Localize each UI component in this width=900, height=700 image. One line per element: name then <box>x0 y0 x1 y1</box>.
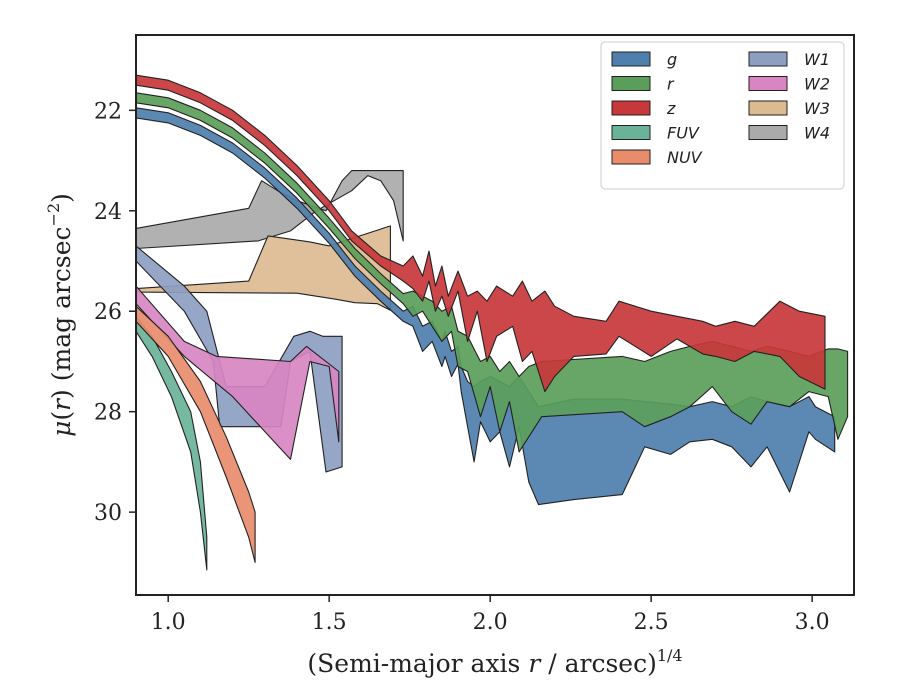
y-axis-label: μ(r) (mag arcsec−2) <box>44 193 76 437</box>
legend-swatch-w2 <box>748 76 788 91</box>
legend-label-w1: W1 <box>804 50 830 69</box>
x-tick-label: 1.5 <box>312 610 347 635</box>
legend-swatch-z <box>611 100 651 116</box>
legend-swatch-fuv <box>611 125 651 140</box>
y-tick-label: 26 <box>94 300 122 325</box>
plot-frame <box>135 34 855 596</box>
x-tick-label: 2.5 <box>634 610 669 635</box>
legend-swatch-w3 <box>748 100 788 116</box>
series-band-r <box>136 92 849 453</box>
x-axis: 1.0 1.5 2.0 2.5 3.0 <box>151 595 830 635</box>
legend-label-w2: W2 <box>804 75 830 94</box>
y-tick-label: 24 <box>94 200 122 225</box>
series-band-z <box>136 74 826 393</box>
legend-swatch-w1 <box>748 51 788 67</box>
legend-label-z: z <box>666 99 676 118</box>
legend-swatch-r <box>611 76 651 91</box>
y-tick-label: 28 <box>94 401 122 426</box>
y-axis: 22 24 26 28 30 <box>94 99 136 526</box>
legend-label-r: r <box>667 75 675 94</box>
series-band-w3 <box>136 225 391 311</box>
legend-label-g: g <box>667 50 677 69</box>
y-tick-label: 30 <box>94 501 122 526</box>
legend-swatch-w4 <box>748 125 788 140</box>
x-tick-label: 2.0 <box>473 610 508 635</box>
y-tick-label: 22 <box>94 99 122 124</box>
x-axis-label: (Semi-major axis r / arcsec)1/4 <box>307 646 682 678</box>
legend: grz FUV NUV W1 W2 W3 W4 <box>600 41 845 190</box>
series-band-nuv <box>136 305 256 563</box>
legend-label-w4: W4 <box>804 124 830 143</box>
plot-area <box>136 74 849 571</box>
legend-swatch-nuv <box>611 149 651 165</box>
x-tick-label: 1.0 <box>151 610 186 635</box>
legend-label-w3: W3 <box>804 99 830 118</box>
series-band-w2 <box>136 285 340 460</box>
x-tick-label: 3.0 <box>795 610 830 635</box>
legend-swatch-g <box>611 51 651 67</box>
legend-label-nuv: NUV <box>667 148 703 167</box>
legend-label-fuv: FUV <box>667 124 700 143</box>
